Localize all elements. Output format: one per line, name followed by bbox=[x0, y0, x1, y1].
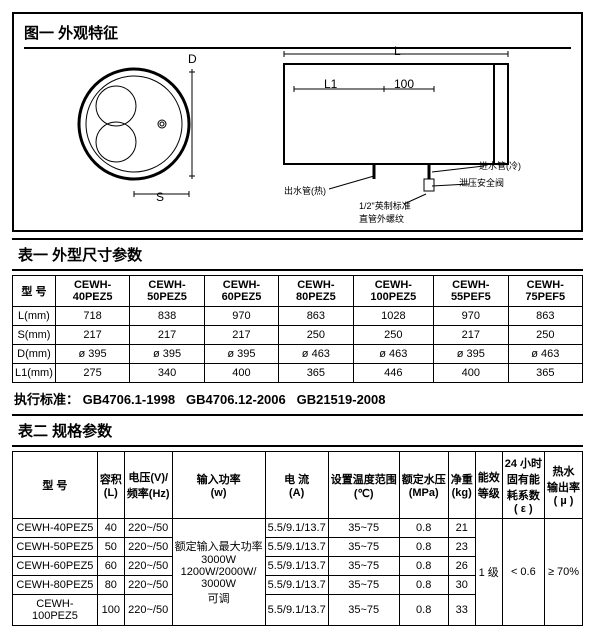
standards-line: 执行标准： GB4706.1-1998 GB4706.12-2006 GB215… bbox=[12, 383, 583, 414]
label-thread: 1/2"英制标准 直管外螺纹 bbox=[359, 199, 411, 225]
table1-model-head: 型 号 bbox=[13, 276, 56, 307]
label-100: 100 bbox=[394, 77, 414, 91]
table-row: CEWH-40PEZ5 40 220~/50 额定输入最大功率 3000W 12… bbox=[13, 519, 583, 538]
label-hot-pipe: 出水管(热) bbox=[284, 184, 326, 197]
output-rate: ≥ 70% bbox=[545, 519, 583, 626]
power-note: 额定输入最大功率 3000W 1200W/2000W/ 3000W 可调 bbox=[172, 519, 265, 626]
label-relief: 泄压安全阀 bbox=[459, 176, 504, 189]
eff-grade: 1 级 bbox=[475, 519, 502, 626]
label-L1: L1 bbox=[324, 77, 337, 91]
label-L: L bbox=[394, 44, 401, 58]
table-row: D(mm)ø 395ø 395ø 395ø 463ø 463ø 395ø 463 bbox=[13, 345, 583, 364]
table-row: L(mm)7188389708631028970863 bbox=[13, 307, 583, 326]
label-cold-pipe: 进水管(冷) bbox=[479, 159, 521, 172]
label-S: S bbox=[156, 190, 164, 204]
coef24: < 0.6 bbox=[502, 519, 544, 626]
front-view: D S bbox=[74, 54, 204, 207]
table2: 型 号 容积 (L) 电压(V)/ 频率(Hz) 输入功率 (w) 电 流 (A… bbox=[12, 451, 583, 626]
table-row: S(mm)217217217250250217250 bbox=[13, 326, 583, 345]
table-row: L1(mm)275340400365446400365 bbox=[13, 364, 583, 383]
table1: 型 号 CEWH-40PEZ5 CEWH-50PEZ5 CEWH-60PEZ5 … bbox=[12, 275, 583, 383]
table-row: 型 号 容积 (L) 电压(V)/ 频率(Hz) 输入功率 (w) 电 流 (A… bbox=[13, 452, 583, 519]
table2-title: 表二 规格参数 bbox=[12, 414, 583, 447]
table1-title: 表一 外型尺寸参数 bbox=[12, 238, 583, 271]
figure1-box: 图一 外观特征 D S bbox=[12, 12, 583, 232]
table-row: 型 号 CEWH-40PEZ5 CEWH-50PEZ5 CEWH-60PEZ5 … bbox=[13, 276, 583, 307]
side-view: L L1 100 出水管(热) 进水管(冷) 泄压安全阀 1/2"英制标准 直管… bbox=[274, 44, 554, 227]
standards-label: 执行标准： bbox=[14, 392, 79, 407]
label-D: D bbox=[188, 52, 197, 66]
